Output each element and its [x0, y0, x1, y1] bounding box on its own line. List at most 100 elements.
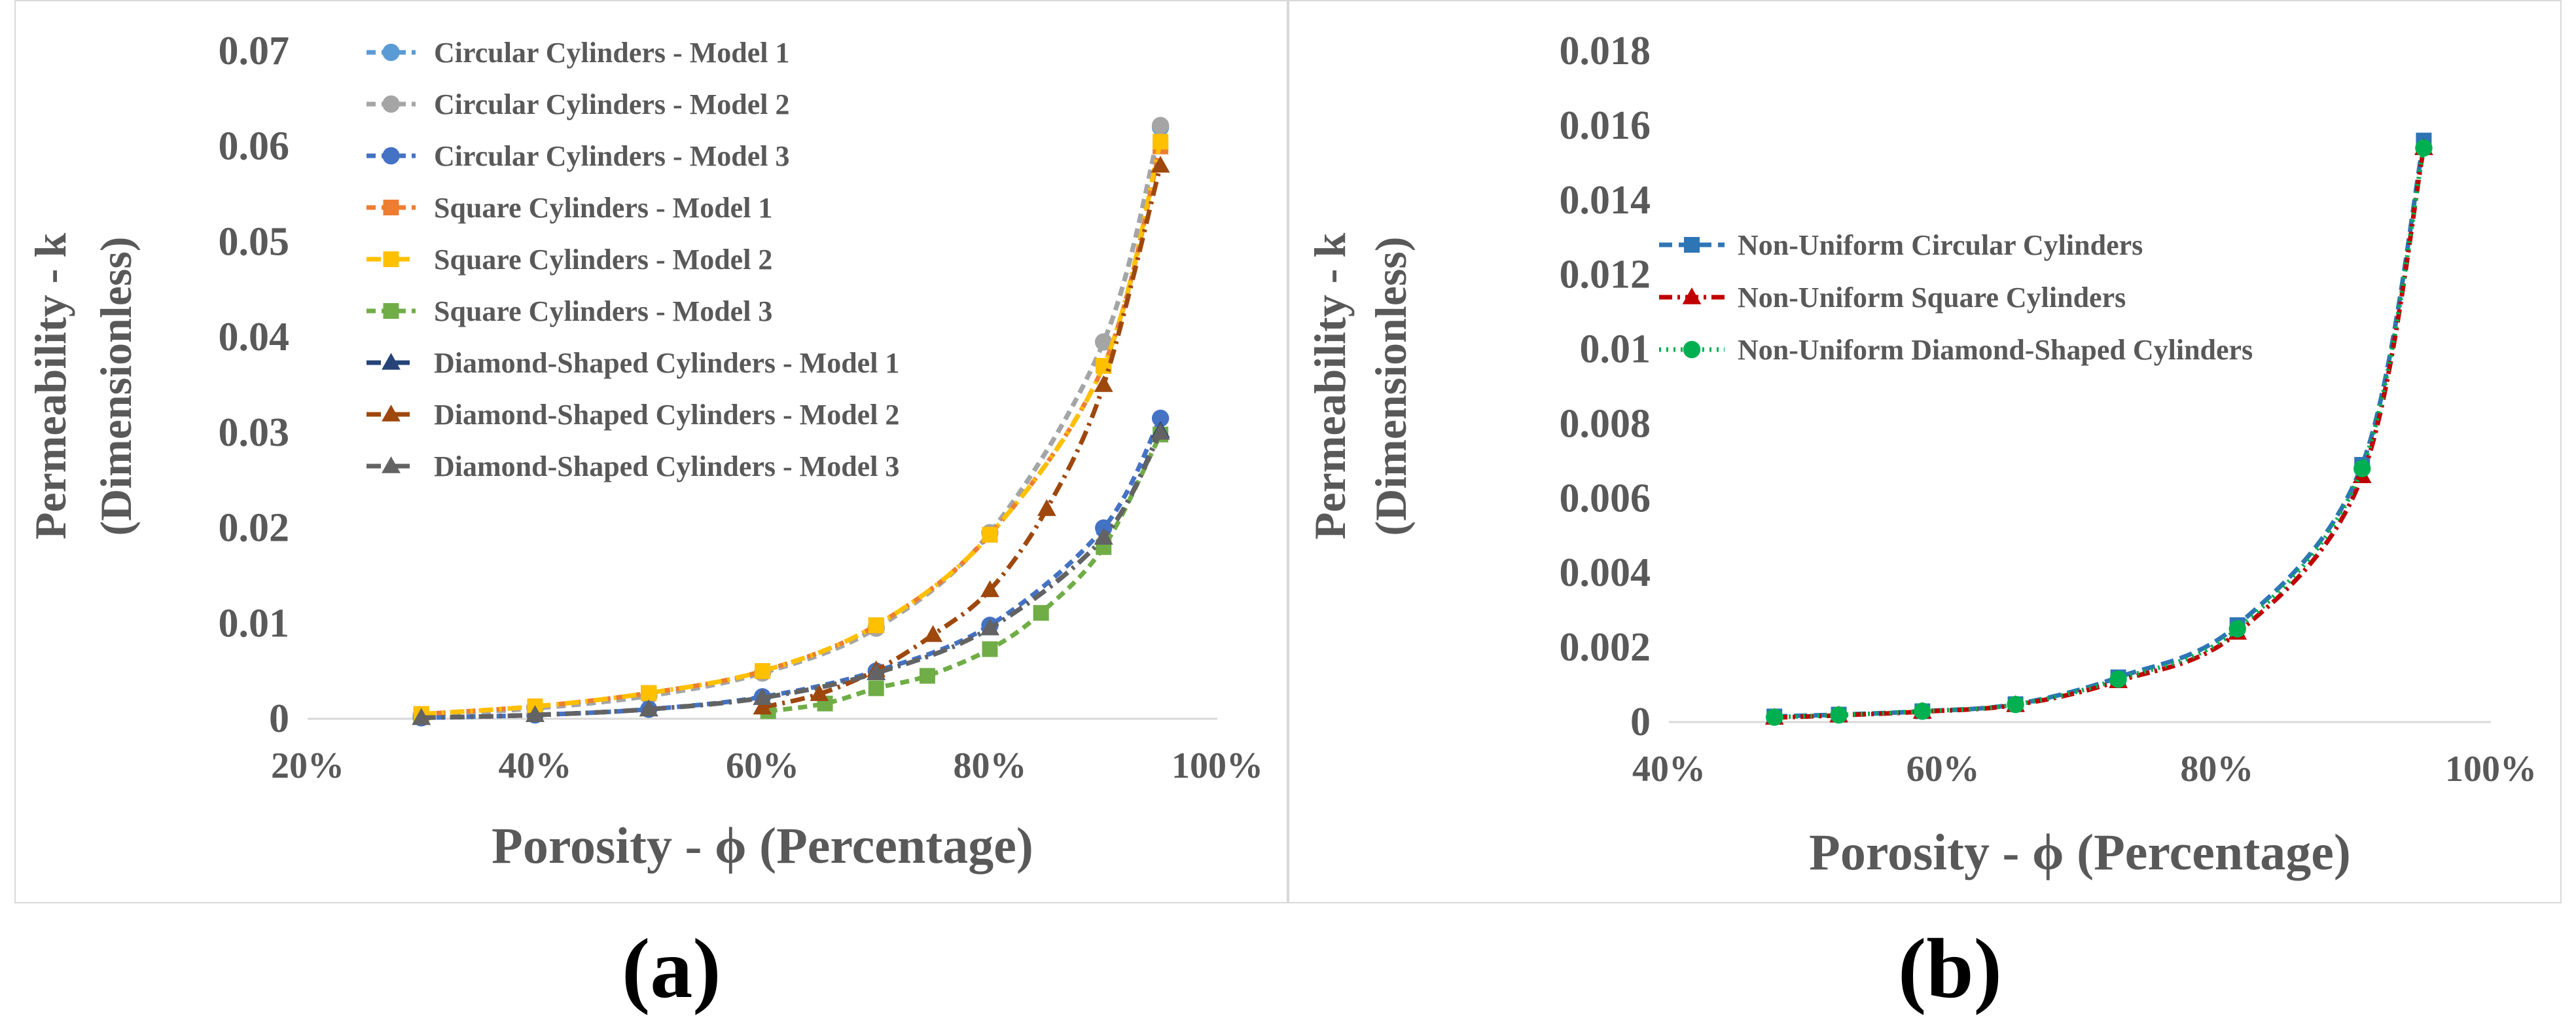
data-point [867, 663, 886, 680]
data-point [1153, 134, 1169, 150]
data-point [2353, 460, 2371, 477]
data-point [1095, 333, 1113, 351]
y-axis-title-line2: (Dimensionless) [1366, 236, 1416, 535]
legend-marker [382, 405, 401, 422]
y-tick-label: 0 [269, 697, 289, 741]
y-tick-label: 0.07 [219, 29, 290, 73]
x-tick-label: 100% [1172, 746, 1263, 786]
legend-item: Non-Uniform Circular Cylinders [1659, 229, 2143, 261]
y-tick-label: 0 [1630, 700, 1651, 744]
x-tick-label: 40% [499, 746, 572, 786]
data-point [1914, 702, 1931, 720]
data-point [1037, 499, 1056, 516]
y-tick-label: 0.002 [1560, 625, 1651, 670]
series-line [421, 431, 1163, 721]
data-point [2415, 139, 2433, 157]
series-a-8 [753, 155, 1170, 715]
x-axis-title: Porosity - ϕ (Percentage) [492, 817, 1033, 874]
x-tick-label: 100% [2445, 749, 2537, 789]
x-tick-label: 40% [1632, 749, 1706, 789]
series-b-2 [1764, 138, 2433, 725]
data-point [1151, 117, 1170, 134]
y-axis-title-line1: Permeability - k [26, 233, 75, 540]
y-axis-title-line2: (Dimensionless) [91, 236, 141, 535]
legend-item: Circular Cylinders - Model 2 [367, 88, 789, 120]
panel-a-frame [14, 0, 1288, 903]
legend-label: Square Cylinders - Model 1 [434, 192, 772, 224]
data-point [412, 708, 431, 725]
legend-label: Diamond-Shaped Cylinders - Model 3 [434, 450, 899, 482]
legend-item: Non-Uniform Square Cylinders [1659, 281, 2126, 314]
data-point [1151, 155, 1170, 173]
data-point [919, 668, 935, 684]
data-point [868, 617, 884, 634]
legend-item: Circular Cylinders - Model 1 [367, 37, 789, 69]
data-point [1830, 706, 1848, 724]
y-tick-label: 0.02 [219, 506, 290, 551]
legend-marker [382, 456, 401, 473]
data-point [1765, 708, 1783, 726]
data-point [526, 705, 545, 722]
y-tick-label: 0.012 [1560, 253, 1651, 297]
legend-marker [1683, 340, 1701, 359]
y-tick-label: 0.03 [219, 410, 290, 455]
series-a-9 [412, 422, 1170, 725]
legend-marker [383, 303, 399, 319]
data-point [1033, 605, 1049, 621]
legend-label: Square Cylinders - Model 3 [434, 295, 772, 327]
legend-label: Circular Cylinders - Model 1 [434, 37, 789, 69]
x-tick-label: 20% [271, 746, 344, 786]
y-tick-label: 0.05 [219, 219, 290, 264]
legend-item: Non-Uniform Diamond-Shaped Cylinders [1659, 334, 2253, 366]
data-point [810, 684, 829, 701]
x-tick-label: 60% [726, 746, 799, 786]
data-point [980, 618, 999, 636]
data-point [641, 685, 657, 701]
x-tick-label: 80% [954, 746, 1027, 786]
data-point [1151, 409, 1170, 427]
legend-label: Square Cylinders - Model 2 [434, 244, 772, 276]
x-tick-label: 80% [2180, 749, 2253, 789]
legend-marker [383, 200, 399, 215]
legend-item: Diamond-Shaped Cylinders - Model 2 [367, 399, 899, 431]
legend-item: Diamond-Shaped Cylinders - Model 3 [367, 450, 899, 482]
series-b-3 [1765, 139, 2433, 726]
y-tick-label: 0.014 [1560, 178, 1651, 223]
data-point [923, 625, 943, 642]
legend-b: Non-Uniform Circular Cylinders Non-Unifor… [1659, 229, 2253, 366]
chart-a: 0 0.01 0.02 0.03 0.04 0.05 0.06 0.07 20% 40% 60% 80… [26, 29, 1263, 874]
legend-item: Square Cylinders - Model 3 [367, 295, 772, 327]
legend-label: Diamond-Shaped Cylinders - Model 1 [434, 347, 899, 379]
legend-marker [1682, 287, 1702, 304]
data-point [2007, 696, 2024, 714]
data-point [980, 580, 999, 598]
legend-marker [383, 251, 399, 267]
panel-label-b: (b) [1898, 922, 2002, 1016]
legend-item: Square Cylinders - Model 2 [367, 244, 772, 276]
data-point [753, 697, 772, 715]
y-axis-title-line1: Permeability - k [1305, 233, 1355, 540]
data-point [868, 680, 884, 697]
legend-item: Diamond-Shaped Cylinders - Model 1 [367, 347, 899, 379]
legend-marker [382, 43, 400, 62]
y-tick-label: 0.06 [219, 124, 290, 169]
data-point [1151, 422, 1170, 440]
legend-label: Non-Uniform Circular Cylinders [1738, 229, 2143, 261]
data-point [639, 699, 658, 717]
legend-marker [382, 147, 400, 165]
legend-label: Non-Uniform Diamond-Shaped Cylinders [1738, 334, 2253, 366]
legend-marker [382, 353, 401, 370]
y-tick-label: 0.006 [1560, 476, 1651, 520]
x-axis-title: Porosity - ϕ (Percentage) [1809, 824, 2351, 880]
legend-marker [1684, 237, 1700, 253]
y-tick-label: 0.01 [1580, 327, 1651, 372]
legend-label: Circular Cylinders - Model 3 [434, 140, 789, 172]
series-b-1 [1766, 132, 2432, 725]
y-tick-label: 0.04 [219, 315, 290, 359]
data-point [982, 526, 998, 543]
y-tick-label: 0.008 [1560, 401, 1651, 446]
legend-marker [382, 95, 400, 113]
legend-label: Diamond-Shaped Cylinders - Model 2 [434, 399, 899, 431]
data-point [982, 641, 998, 657]
